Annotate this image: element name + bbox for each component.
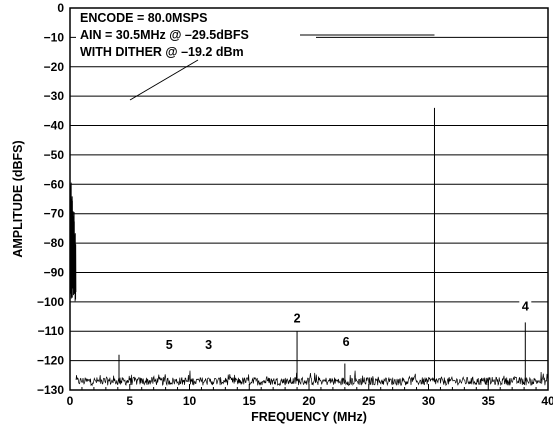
y-tick-12: −120 (37, 354, 64, 368)
y-tick-7: −70 (44, 207, 65, 221)
harmonic-label-5: 5 (166, 338, 173, 352)
y-tick-4: −40 (44, 119, 65, 133)
y-tick-labels: 0 −10 −20 −30 −40 −50 −60 −70 −80 −90 −100 −110 −120… (37, 1, 64, 397)
harmonic-label-bg-5 (163, 337, 176, 352)
x-tick-8: 40 (541, 394, 553, 408)
annotation-leader-dither (129, 59, 199, 101)
annotation-dither: WITH DITHER @ –19.2 dBm (80, 45, 244, 59)
x-tick-1: 5 (126, 394, 133, 408)
x-tick-3: 15 (243, 394, 257, 408)
y-tick-3: −30 (44, 89, 65, 103)
noise-floor-trace (75, 370, 548, 387)
annotation-background (76, 10, 316, 62)
harmonic-label-bg-3 (202, 337, 215, 352)
y-tick-1: −10 (44, 30, 65, 44)
x-tick-6: 30 (422, 394, 436, 408)
y-tick-0: 0 (57, 1, 64, 15)
plot-frame (69, 7, 549, 391)
y-tick-2: −20 (44, 60, 65, 74)
y-axis-title: AMPLITUDE (dBFS) (11, 140, 25, 257)
x-tick-2: 10 (183, 394, 197, 408)
y-tick-6: −60 (44, 177, 65, 191)
x-tick-0: 0 (67, 394, 74, 408)
harmonic-labels: 2 3 4 5 6 (163, 299, 532, 352)
harmonic-label-bg-2 (291, 311, 304, 326)
x-tick-labels: 0 5 10 15 20 25 30 35 40 (67, 394, 553, 408)
annotation-ain: AIN = 30.5MHz @ –29.5dBFS (80, 28, 249, 42)
harmonic-label-bg-6 (340, 334, 353, 349)
x-tick-7: 35 (482, 394, 496, 408)
y-tick-10: −100 (37, 295, 64, 309)
annotation-encode: ENCODE = 80.0MSPS (80, 11, 207, 25)
y-tick-11: −110 (38, 324, 65, 338)
y-tick-8: −80 (44, 236, 65, 250)
x-axis-title: FREQUENCY (MHz) (251, 410, 367, 424)
x-tick-4: 20 (302, 394, 316, 408)
x-tick-5: 25 (362, 394, 376, 408)
harmonic-label-3: 3 (205, 338, 212, 352)
y-tick-13: −130 (37, 383, 64, 397)
y-tick-5: −50 (44, 148, 65, 162)
spectrum-series (69, 107, 548, 387)
grid-lines (70, 7, 548, 391)
x-tick-marks (69, 384, 549, 390)
harmonic-label-bg-4 (519, 299, 532, 314)
harmonic-label-6: 6 (343, 335, 350, 349)
harmonic-label-2: 2 (294, 311, 301, 325)
harmonic-label-4: 4 (522, 300, 529, 314)
dither-trace (69, 182, 77, 302)
y-tick-9: −90 (44, 265, 65, 279)
